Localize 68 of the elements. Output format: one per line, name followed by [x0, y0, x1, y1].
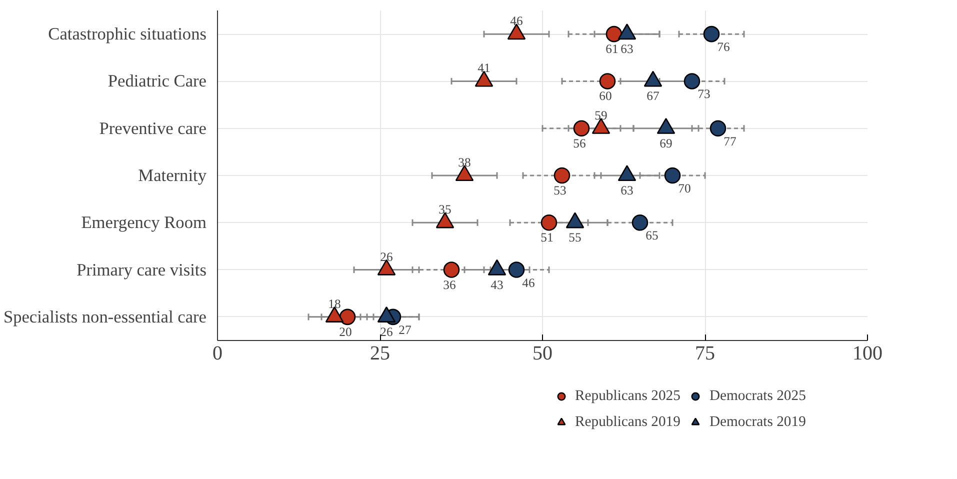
- point: [606, 26, 622, 42]
- point: [507, 24, 526, 40]
- point: [664, 167, 681, 184]
- point: [339, 308, 356, 326]
- point: [618, 165, 636, 182]
- data-label: 77: [724, 134, 736, 148]
- point: [436, 212, 454, 228]
- data-label: 35: [438, 202, 452, 217]
- y-tick-label: Preventive care: [99, 118, 207, 138]
- y-tick-label: Maternity: [138, 166, 207, 185]
- data-label: 63: [620, 184, 634, 198]
- point: [443, 262, 460, 278]
- data-label: 18: [328, 296, 341, 311]
- x-tick-label: 100: [852, 342, 882, 364]
- point: [599, 73, 616, 90]
- point: [554, 167, 570, 184]
- data-label: 63: [620, 42, 634, 56]
- point: [455, 165, 474, 182]
- point: [540, 214, 558, 231]
- point: [377, 306, 396, 322]
- data-label: 41: [478, 61, 490, 76]
- data-label: 76: [717, 40, 730, 54]
- point: [644, 70, 662, 87]
- data-label: 43: [490, 278, 504, 292]
- x-tick-label: 50: [532, 342, 552, 364]
- data-label: 20: [339, 324, 352, 339]
- point: [710, 120, 726, 136]
- y-tick-label: Primary care visits: [76, 260, 207, 280]
- data-label: 26: [380, 324, 393, 339]
- y-tick-label: Catastrophic situations: [48, 24, 207, 44]
- point: [618, 24, 636, 40]
- point: [573, 120, 590, 136]
- y-tick-label: Emergency Room: [81, 213, 208, 232]
- data-label: 70: [678, 182, 691, 196]
- data-label: 65: [646, 228, 658, 243]
- x-tick-label: 0: [212, 342, 222, 364]
- point: [508, 262, 525, 278]
- data-label: 67: [646, 89, 660, 104]
- x-tick-label: 25: [370, 342, 390, 364]
- data-label: 55: [568, 230, 582, 245]
- point: [703, 26, 720, 42]
- data-label: 27: [398, 322, 412, 337]
- data-label: 60: [599, 89, 612, 104]
- legend-label: Democrats 2019: [709, 414, 806, 430]
- data-label: 36: [443, 278, 456, 292]
- point: [684, 73, 700, 90]
- point: [474, 70, 494, 87]
- data-label: 46: [510, 14, 523, 28]
- data-label: 38: [458, 156, 471, 170]
- legend-label: Republicans 2019: [575, 414, 680, 430]
- point: [488, 259, 506, 276]
- y-tick-label: Specialists non-essential care: [3, 307, 207, 326]
- legend-label: Republicans 2025: [575, 388, 680, 404]
- data-label: 56: [573, 136, 586, 150]
- data-label: 46: [522, 276, 535, 290]
- data-label: 59: [594, 108, 608, 122]
- point: [632, 214, 648, 231]
- data-label: 51: [540, 230, 554, 245]
- data-label: 26: [380, 250, 393, 264]
- y-tick-label: Pediatric Care: [108, 72, 207, 91]
- data-label: 73: [698, 87, 710, 102]
- point: [656, 118, 676, 134]
- data-label: 53: [554, 184, 566, 198]
- data-label: 61: [606, 42, 618, 56]
- data-label: 69: [660, 136, 672, 150]
- point: [566, 212, 584, 228]
- legend-label: Democrats 2025: [709, 388, 806, 404]
- x-tick-label: 75: [695, 342, 715, 364]
